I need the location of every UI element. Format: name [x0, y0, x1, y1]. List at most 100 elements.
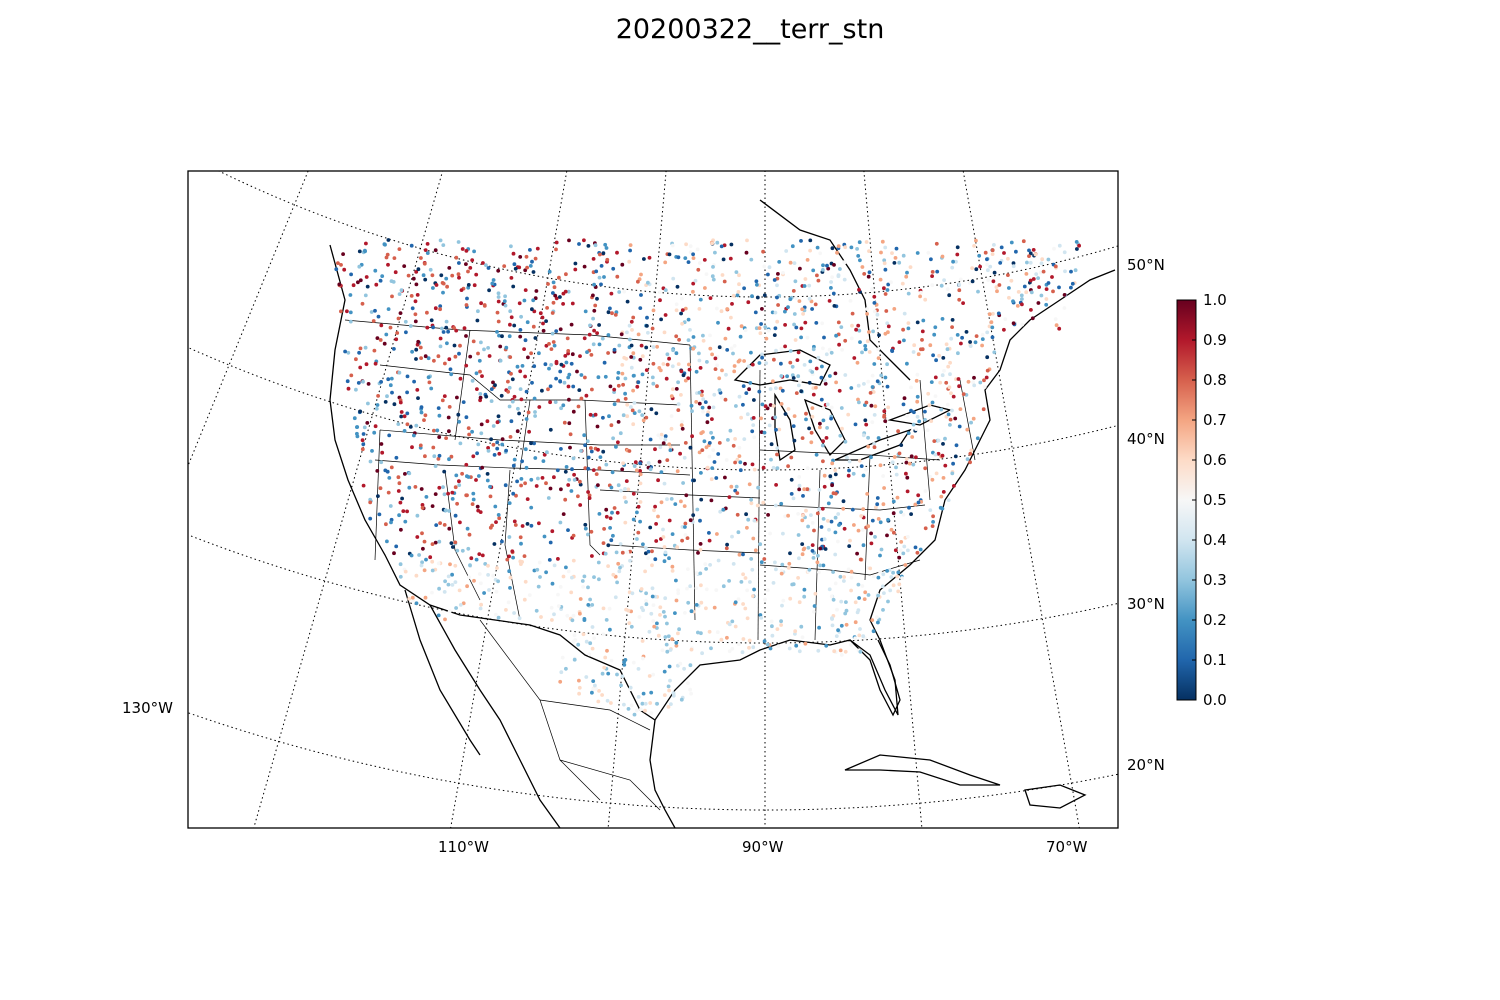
station-point [863, 590, 868, 595]
station-point [759, 560, 764, 565]
station-point [688, 328, 692, 332]
station-point [419, 256, 423, 260]
station-point [684, 242, 688, 247]
station-point [370, 449, 374, 453]
station-point [391, 280, 396, 284]
station-point [882, 286, 886, 291]
station-point [460, 247, 465, 251]
station-point [894, 246, 899, 251]
station-point [577, 388, 582, 392]
station-point [577, 685, 582, 690]
station-point [527, 593, 532, 597]
station-point [923, 489, 928, 493]
station-point [683, 441, 688, 445]
station-point [688, 584, 693, 589]
station-point [931, 353, 935, 358]
station-point [606, 310, 611, 315]
station-point [837, 523, 841, 527]
station-point [985, 257, 989, 262]
station-point [625, 330, 629, 335]
station-point [774, 483, 778, 487]
station-point [392, 256, 397, 260]
station-point [870, 618, 875, 622]
coastline [404, 589, 561, 828]
station-point [399, 527, 403, 532]
station-point [716, 558, 721, 563]
station-point [496, 319, 501, 324]
station-point [961, 392, 966, 396]
station-point [393, 270, 398, 275]
station-point [550, 618, 554, 622]
station-point [457, 261, 461, 265]
station-point [789, 492, 794, 496]
station-point [596, 560, 601, 565]
station-point [349, 272, 353, 277]
station-point [596, 447, 600, 452]
station-point [623, 391, 627, 396]
station-point [467, 575, 471, 579]
station-point [523, 481, 527, 486]
station-point [527, 429, 531, 434]
station-point [524, 417, 529, 421]
station-point [885, 533, 889, 538]
station-point [366, 401, 370, 406]
station-point [796, 512, 800, 516]
station-point [487, 354, 492, 358]
station-point [668, 448, 673, 453]
station-point [715, 240, 720, 245]
station-point [437, 453, 442, 458]
station-point [509, 419, 514, 424]
station-point [915, 414, 920, 419]
station-point [665, 649, 670, 654]
station-point [727, 649, 732, 654]
station-point [691, 335, 696, 339]
station-point [386, 490, 391, 495]
station-point [626, 487, 631, 492]
station-point [610, 510, 614, 515]
station-point [864, 400, 869, 405]
station-point [897, 340, 902, 344]
station-point [526, 355, 530, 360]
station-point [525, 522, 530, 526]
station-point [939, 283, 944, 288]
station-point [558, 679, 563, 684]
station-point [944, 342, 949, 347]
station-point [885, 288, 890, 292]
station-point [881, 572, 886, 577]
station-point [595, 424, 600, 429]
station-point [940, 453, 945, 458]
station-point [779, 346, 784, 351]
station-point [791, 496, 796, 501]
station-point [699, 497, 704, 502]
station-point [1009, 240, 1014, 245]
station-point [369, 310, 374, 314]
station-point [430, 568, 435, 573]
station-point [592, 328, 596, 333]
station-point [752, 398, 756, 402]
station-point [930, 283, 935, 288]
station-point [676, 408, 681, 412]
station-point [474, 371, 479, 376]
station-point [1031, 277, 1036, 281]
station-point [980, 337, 985, 341]
station-point [899, 443, 904, 447]
station-point [569, 489, 574, 493]
station-point [1024, 272, 1029, 276]
station-point [597, 275, 602, 280]
station-point [583, 375, 587, 380]
station-point [750, 567, 755, 572]
station-point [601, 541, 606, 545]
station-point [866, 435, 870, 440]
station-point [792, 414, 797, 418]
station-point [485, 472, 490, 476]
station-point [1057, 243, 1062, 248]
station-point [611, 533, 615, 538]
station-point [570, 575, 574, 580]
station-point [496, 615, 501, 620]
station-point [446, 574, 451, 579]
station-point [416, 267, 421, 272]
station-point [692, 478, 696, 483]
station-point [738, 334, 743, 339]
station-point [812, 609, 816, 614]
station-point [775, 627, 780, 631]
